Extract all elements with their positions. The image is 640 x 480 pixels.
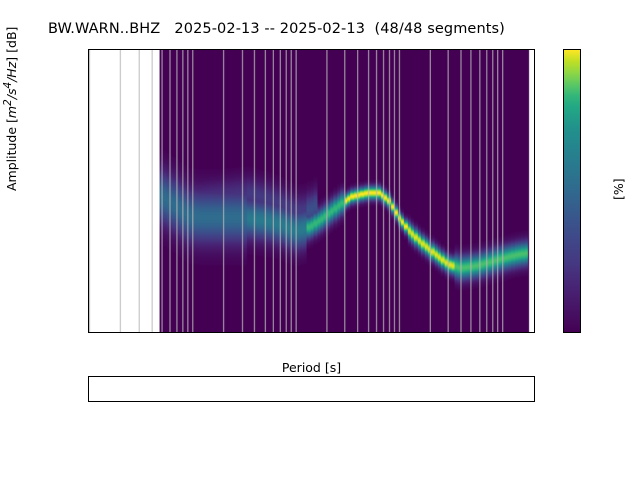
timeline-tick-labels — [88, 402, 535, 472]
timeline-axes — [88, 376, 535, 402]
ppsd-axes — [88, 49, 535, 333]
x-axis-label: Period [s] — [281, 360, 342, 375]
colorbar — [563, 49, 581, 333]
noise-model-overlay — [89, 50, 534, 332]
y-axis-label: Amplitude [m2/s4/Hz] [dB] — [2, 26, 20, 191]
colorbar-label: [%] — [611, 178, 626, 200]
ppsd-plot-area — [89, 50, 534, 332]
figure-title: BW.WARN..BHZ 2025-02-13 -- 2025-02-13 (4… — [48, 21, 505, 37]
ppsd-density-heatmap — [89, 50, 533, 332]
